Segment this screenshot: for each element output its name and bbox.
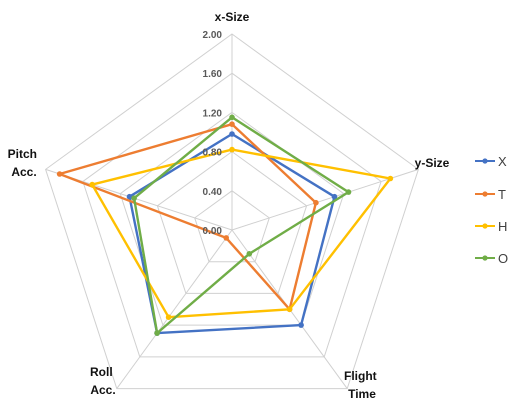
legend-marker-x [482, 158, 488, 164]
series-o [131, 114, 352, 336]
grid-ring [194, 190, 270, 263]
data-point-t-x-size [229, 121, 235, 127]
series-t [56, 121, 319, 313]
legend-marker-t [482, 191, 488, 197]
data-point-t-pitch-acc [56, 171, 63, 177]
axis-label-roll-acc-line-2: Acc. [90, 383, 115, 397]
legend-label-t: T [498, 187, 506, 202]
data-point-o-pitch-acc [131, 195, 137, 201]
data-point-t-roll-acc [223, 235, 229, 241]
series-line-o [132, 116, 350, 335]
axis-label-flight-time: Flight Time [344, 369, 380, 401]
series-layer [56, 114, 394, 336]
data-point-h-x-size [229, 146, 235, 153]
tick-label: 1.20 [203, 108, 223, 119]
series-line-h [90, 148, 392, 319]
data-point-t-y-size [313, 199, 319, 206]
tick-layer: 0.00 0.40 0.80 1.20 1.60 2.00 [203, 30, 223, 237]
data-point-o-y-size [345, 189, 352, 195]
axis-spoke-roll-acc [116, 229, 233, 389]
axis-label-y-size: y-Size [415, 156, 450, 170]
legend-item-x: X [475, 154, 507, 169]
axis-label-flight-time-line-2: Time [348, 387, 376, 401]
grid-ring [156, 150, 308, 294]
axis-label-flight-time-line-1: Flight [344, 369, 377, 383]
data-point-h-pitch-acc [89, 181, 95, 188]
axis-label-roll-acc-line-1: Roll [90, 365, 113, 379]
axis-label-pitch-acc-line-1: Pitch [8, 147, 37, 161]
series-line-x [128, 132, 336, 335]
legend-item-t: T [475, 187, 506, 202]
tick-label: 0.00 [203, 226, 223, 237]
tick-label: 1.60 [203, 69, 223, 80]
legend: X T H O [475, 154, 508, 266]
axis-label-x-size: x-Size [215, 10, 250, 24]
axis-label-roll-acc: Roll Acc. [90, 365, 116, 397]
grid-ring [45, 33, 419, 390]
data-point-x-x-size [229, 131, 235, 137]
tick-label: 0.80 [203, 148, 223, 159]
axis-label-pitch-acc-line-2: Acc. [11, 165, 36, 179]
axis-label-pitch-acc: Pitch Acc. [8, 147, 41, 179]
data-point-x-flight-time [298, 322, 304, 328]
tick-label: 2.00 [203, 30, 223, 41]
data-point-o-flight-time [246, 251, 253, 257]
axis-spoke-y-size [231, 168, 419, 231]
legend-item-o: O [475, 251, 508, 266]
tick-label: 0.40 [203, 187, 223, 198]
series-line-t [58, 122, 318, 311]
data-point-h-roll-acc [165, 314, 172, 321]
data-point-x-pitch-acc [126, 193, 133, 200]
legend-label-o: O [498, 251, 508, 266]
series-h [89, 146, 394, 321]
legend-marker-h [482, 223, 488, 229]
grid-ring [82, 72, 382, 358]
data-point-x-y-size [331, 193, 338, 200]
legend-label-x: X [498, 154, 507, 169]
series-x [126, 131, 338, 336]
grid-ring [119, 111, 345, 326]
legend-item-h: H [475, 219, 507, 234]
grid-layer [45, 33, 419, 390]
data-point-o-x-size [229, 114, 235, 121]
data-point-h-y-size [387, 175, 394, 182]
data-point-o-roll-acc [154, 330, 160, 336]
legend-marker-o [482, 255, 488, 261]
data-point-h-flight-time [286, 306, 293, 313]
legend-label-h: H [498, 219, 507, 234]
